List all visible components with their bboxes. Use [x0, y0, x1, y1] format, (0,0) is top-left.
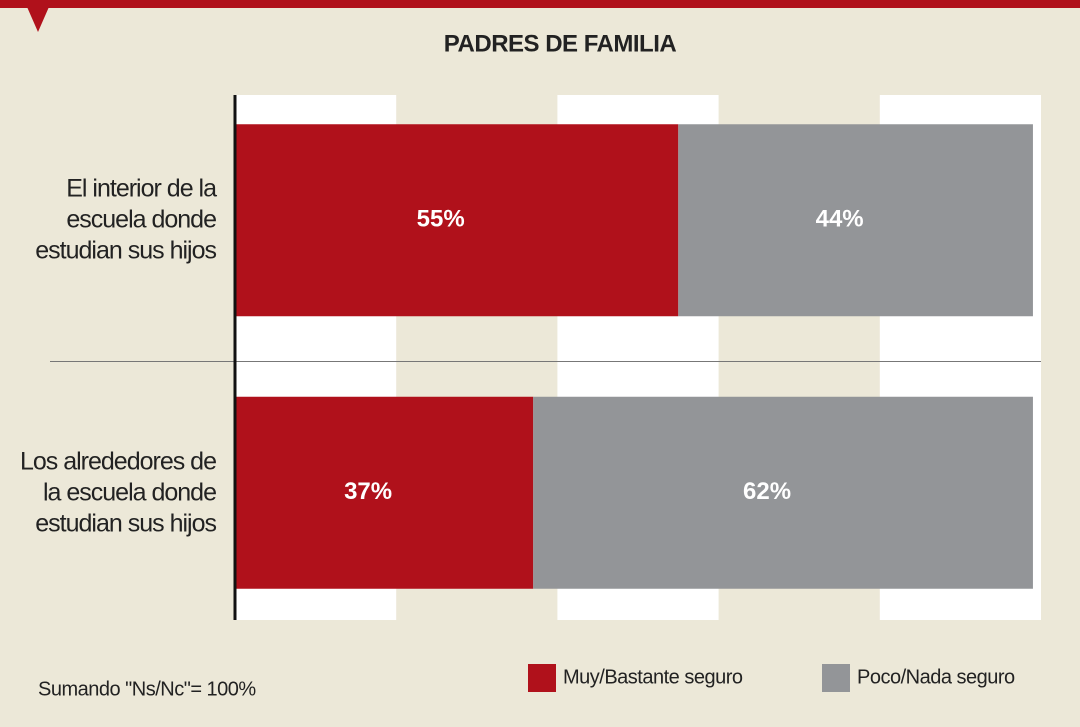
- top-marker: [24, 0, 52, 32]
- value-label: 62%: [743, 478, 791, 505]
- value-label: 37%: [344, 478, 392, 505]
- note: Sumando "Ns/Nc"= 100%: [38, 678, 256, 700]
- bar-segment: [533, 396, 1033, 589]
- category-label: Los alrededores de la escuela donde estu…: [19, 447, 217, 538]
- bar-segment: [235, 396, 534, 589]
- bar-segment: [678, 124, 1033, 317]
- category-label: El interior de la escuela donde estudian…: [35, 174, 217, 265]
- value-label: 55%: [417, 206, 465, 233]
- legend-swatch: [528, 664, 556, 692]
- value-label: 44%: [816, 206, 864, 233]
- top-bar: [0, 0, 1080, 8]
- legend-label: Poco/Nada seguro: [857, 666, 1015, 688]
- legend-swatch: [822, 664, 850, 692]
- chart-title: PADRES DE FAMILIA: [444, 30, 677, 57]
- bar-segment: [235, 124, 679, 317]
- legend-label: Muy/Bastante seguro: [563, 666, 743, 688]
